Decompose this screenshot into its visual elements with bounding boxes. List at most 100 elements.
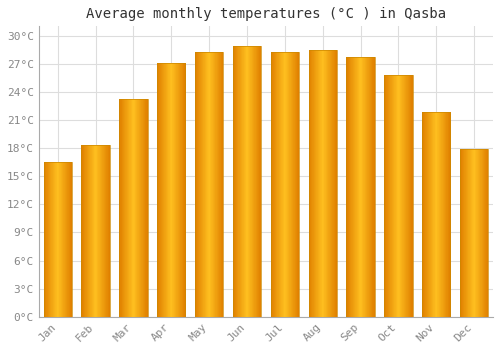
Bar <box>460 149 488 317</box>
Bar <box>404 75 406 317</box>
Bar <box>82 145 110 317</box>
Bar <box>438 112 439 317</box>
Bar <box>195 51 224 317</box>
Bar <box>253 46 254 317</box>
Bar <box>123 99 124 317</box>
Bar <box>460 149 488 317</box>
Bar <box>292 51 293 317</box>
Bar <box>94 145 95 317</box>
Bar <box>222 51 223 317</box>
Bar <box>205 51 206 317</box>
Bar <box>392 75 393 317</box>
Bar <box>131 99 132 317</box>
Bar <box>334 50 335 317</box>
Bar <box>92 145 93 317</box>
Bar <box>119 99 148 317</box>
Bar <box>460 149 461 317</box>
Bar <box>61 162 62 317</box>
Bar <box>362 57 363 317</box>
Bar <box>465 149 466 317</box>
Bar <box>107 145 108 317</box>
Bar <box>325 50 326 317</box>
Bar <box>52 162 53 317</box>
Bar <box>434 112 435 317</box>
Bar <box>147 99 148 317</box>
Bar <box>372 57 373 317</box>
Bar <box>160 63 161 317</box>
Bar <box>176 63 177 317</box>
Bar <box>312 50 313 317</box>
Bar <box>403 75 404 317</box>
Bar <box>196 51 198 317</box>
Bar <box>125 99 126 317</box>
Bar <box>472 149 473 317</box>
Bar <box>422 112 424 317</box>
Bar <box>163 63 164 317</box>
Bar <box>122 99 124 317</box>
Bar <box>50 162 51 317</box>
Bar <box>359 57 360 317</box>
Bar <box>238 46 239 317</box>
Bar <box>430 112 431 317</box>
Bar <box>182 63 184 317</box>
Bar <box>87 145 88 317</box>
Bar <box>90 145 91 317</box>
Bar <box>423 112 424 317</box>
Bar <box>109 145 110 317</box>
Bar <box>83 145 84 317</box>
Bar <box>207 51 208 317</box>
Bar <box>350 57 351 317</box>
Bar <box>178 63 180 317</box>
Bar <box>130 99 131 317</box>
Bar <box>121 99 122 317</box>
Bar <box>330 50 332 317</box>
Bar <box>272 51 273 317</box>
Bar <box>158 63 159 317</box>
Bar <box>170 63 172 317</box>
Bar <box>280 51 281 317</box>
Bar <box>134 99 135 317</box>
Bar <box>177 63 178 317</box>
Bar <box>277 51 278 317</box>
Bar <box>461 149 462 317</box>
Bar <box>346 57 375 317</box>
Bar <box>213 51 214 317</box>
Bar <box>157 63 186 317</box>
Bar <box>126 99 127 317</box>
Bar <box>82 145 83 317</box>
Bar <box>394 75 395 317</box>
Bar <box>140 99 141 317</box>
Bar <box>270 51 299 317</box>
Bar <box>315 50 316 317</box>
Bar <box>431 112 432 317</box>
Bar <box>259 46 260 317</box>
Bar <box>91 145 92 317</box>
Bar <box>440 112 441 317</box>
Bar <box>198 51 199 317</box>
Bar <box>308 50 337 317</box>
Bar <box>54 162 55 317</box>
Bar <box>278 51 279 317</box>
Bar <box>399 75 400 317</box>
Bar <box>468 149 469 317</box>
Bar <box>354 57 355 317</box>
Bar <box>251 46 252 317</box>
Bar <box>407 75 408 317</box>
Bar <box>44 162 72 317</box>
Bar <box>168 63 169 317</box>
Bar <box>318 50 320 317</box>
Bar <box>62 162 63 317</box>
Bar <box>65 162 66 317</box>
Bar <box>108 145 110 317</box>
Bar <box>321 50 322 317</box>
Bar <box>63 162 64 317</box>
Bar <box>82 145 110 317</box>
Bar <box>100 145 102 317</box>
Bar <box>92 145 94 317</box>
Bar <box>141 99 142 317</box>
Bar <box>357 57 358 317</box>
Bar <box>432 112 433 317</box>
Bar <box>132 99 133 317</box>
Bar <box>173 63 174 317</box>
Bar <box>185 63 186 317</box>
